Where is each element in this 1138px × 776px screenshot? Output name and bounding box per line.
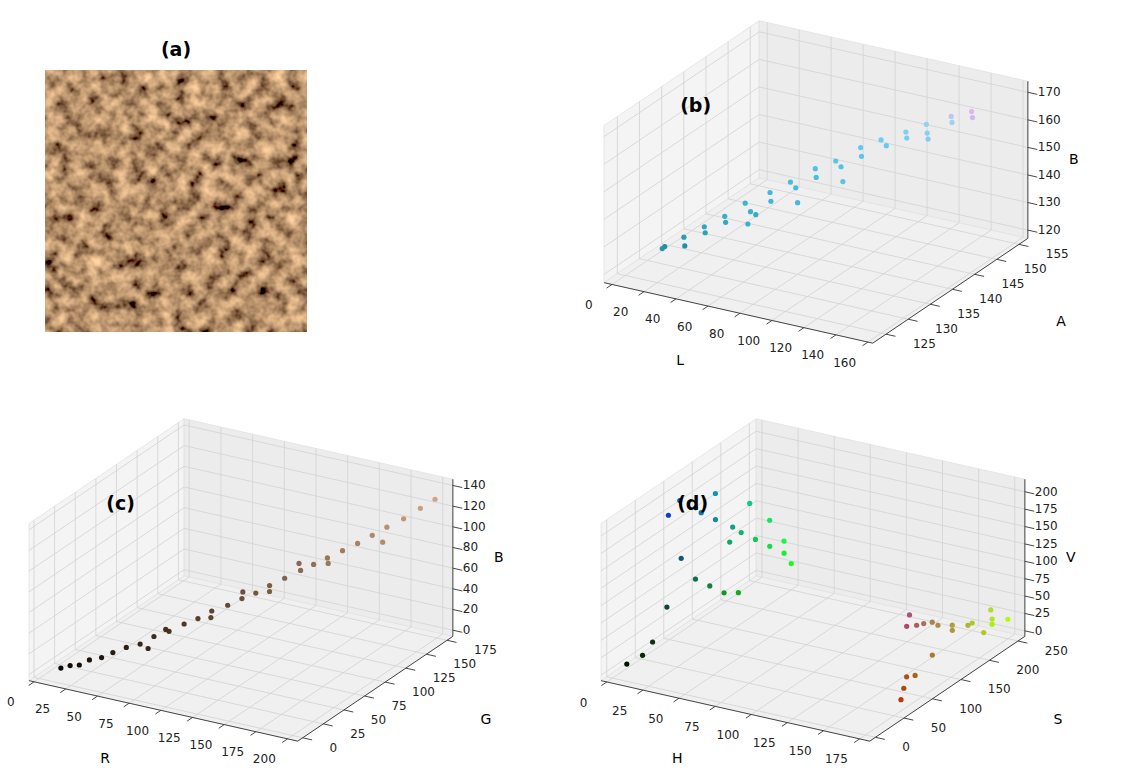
svg-text:0: 0 [1035,624,1043,638]
svg-text:135: 135 [957,307,980,321]
svg-text:75: 75 [1035,572,1050,586]
svg-text:200: 200 [1016,663,1039,677]
svg-text:150: 150 [789,744,812,758]
svg-text:B: B [1069,151,1079,167]
svg-text:50: 50 [931,721,946,735]
svg-text:125: 125 [913,337,936,351]
svg-text:A: A [1056,313,1066,329]
svg-text:120: 120 [769,341,792,355]
svg-text:125: 125 [753,736,776,750]
svg-text:40: 40 [463,582,478,596]
svg-text:25: 25 [612,704,627,718]
svg-text:140: 140 [463,478,486,492]
svg-text:75: 75 [98,717,113,731]
svg-text:B: B [494,549,504,565]
svg-text:25: 25 [350,727,365,741]
svg-text:75: 75 [391,699,406,713]
svg-text:140: 140 [801,348,824,362]
svg-text:125: 125 [158,731,181,745]
svg-text:50: 50 [67,710,82,724]
svg-text:L: L [676,352,684,368]
svg-text:150: 150 [1035,519,1058,533]
svg-text:200: 200 [1035,485,1058,499]
svg-text:50: 50 [648,712,663,726]
svg-text:160: 160 [1038,113,1061,127]
svg-text:H: H [672,750,683,766]
svg-text:125: 125 [433,671,456,685]
svg-text:G: G [481,711,492,727]
html-text:(a): (a) [160,38,192,60]
svg-text:175: 175 [1035,502,1058,516]
svg-text:0: 0 [902,740,910,754]
svg-text:(c): (c) [106,492,135,514]
svg-text:0: 0 [330,741,338,755]
svg-text:130: 130 [1038,195,1061,209]
svg-text:100: 100 [412,685,435,699]
svg-text:100: 100 [126,724,149,738]
svg-text:120: 120 [463,499,486,513]
svg-text:155: 155 [1046,247,1069,261]
svg-text:140: 140 [1038,168,1061,182]
svg-text:0: 0 [463,623,471,637]
svg-text:100: 100 [737,334,760,348]
svg-text:20: 20 [613,305,628,319]
svg-text:100: 100 [1035,554,1058,568]
svg-text:200: 200 [253,752,276,766]
svg-text:60: 60 [463,561,478,575]
svg-text:25: 25 [35,702,50,716]
svg-text:100: 100 [463,520,486,534]
svg-text:S: S [1054,711,1063,727]
svg-text:40: 40 [645,312,660,326]
svg-text:R: R [100,750,110,766]
svg-text:75: 75 [684,720,699,734]
svg-text:80: 80 [709,327,724,341]
svg-text:100: 100 [717,728,740,742]
svg-text:(d): (d) [677,492,708,514]
svg-text:250: 250 [1045,644,1068,658]
svg-text:175: 175 [221,745,244,759]
svg-text:100: 100 [959,702,982,716]
svg-text:0: 0 [7,695,15,709]
svg-text:150: 150 [988,682,1011,696]
svg-text:140: 140 [979,292,1002,306]
svg-text:60: 60 [677,320,692,334]
svg-text:0: 0 [585,298,593,312]
svg-text:175: 175 [825,752,848,766]
svg-text:V: V [1066,549,1076,565]
svg-text:170: 170 [1038,85,1061,99]
svg-text:150: 150 [189,738,212,752]
svg-text:145: 145 [1002,277,1025,291]
svg-text:120: 120 [1038,223,1061,237]
svg-text:0: 0 [580,696,588,710]
svg-text:25: 25 [1035,606,1050,620]
svg-text:80: 80 [463,540,478,554]
svg-text:50: 50 [1035,589,1050,603]
svg-text:160: 160 [833,356,856,370]
svg-text:50: 50 [371,713,386,727]
svg-text:20: 20 [463,602,478,616]
svg-text:130: 130 [935,322,958,336]
svg-text:150: 150 [1024,262,1047,276]
svg-text:175: 175 [474,643,497,657]
svg-text:125: 125 [1035,537,1058,551]
svg-text:150: 150 [1038,140,1061,154]
svg-text:150: 150 [453,657,476,671]
svg-text:(b): (b) [680,94,711,116]
